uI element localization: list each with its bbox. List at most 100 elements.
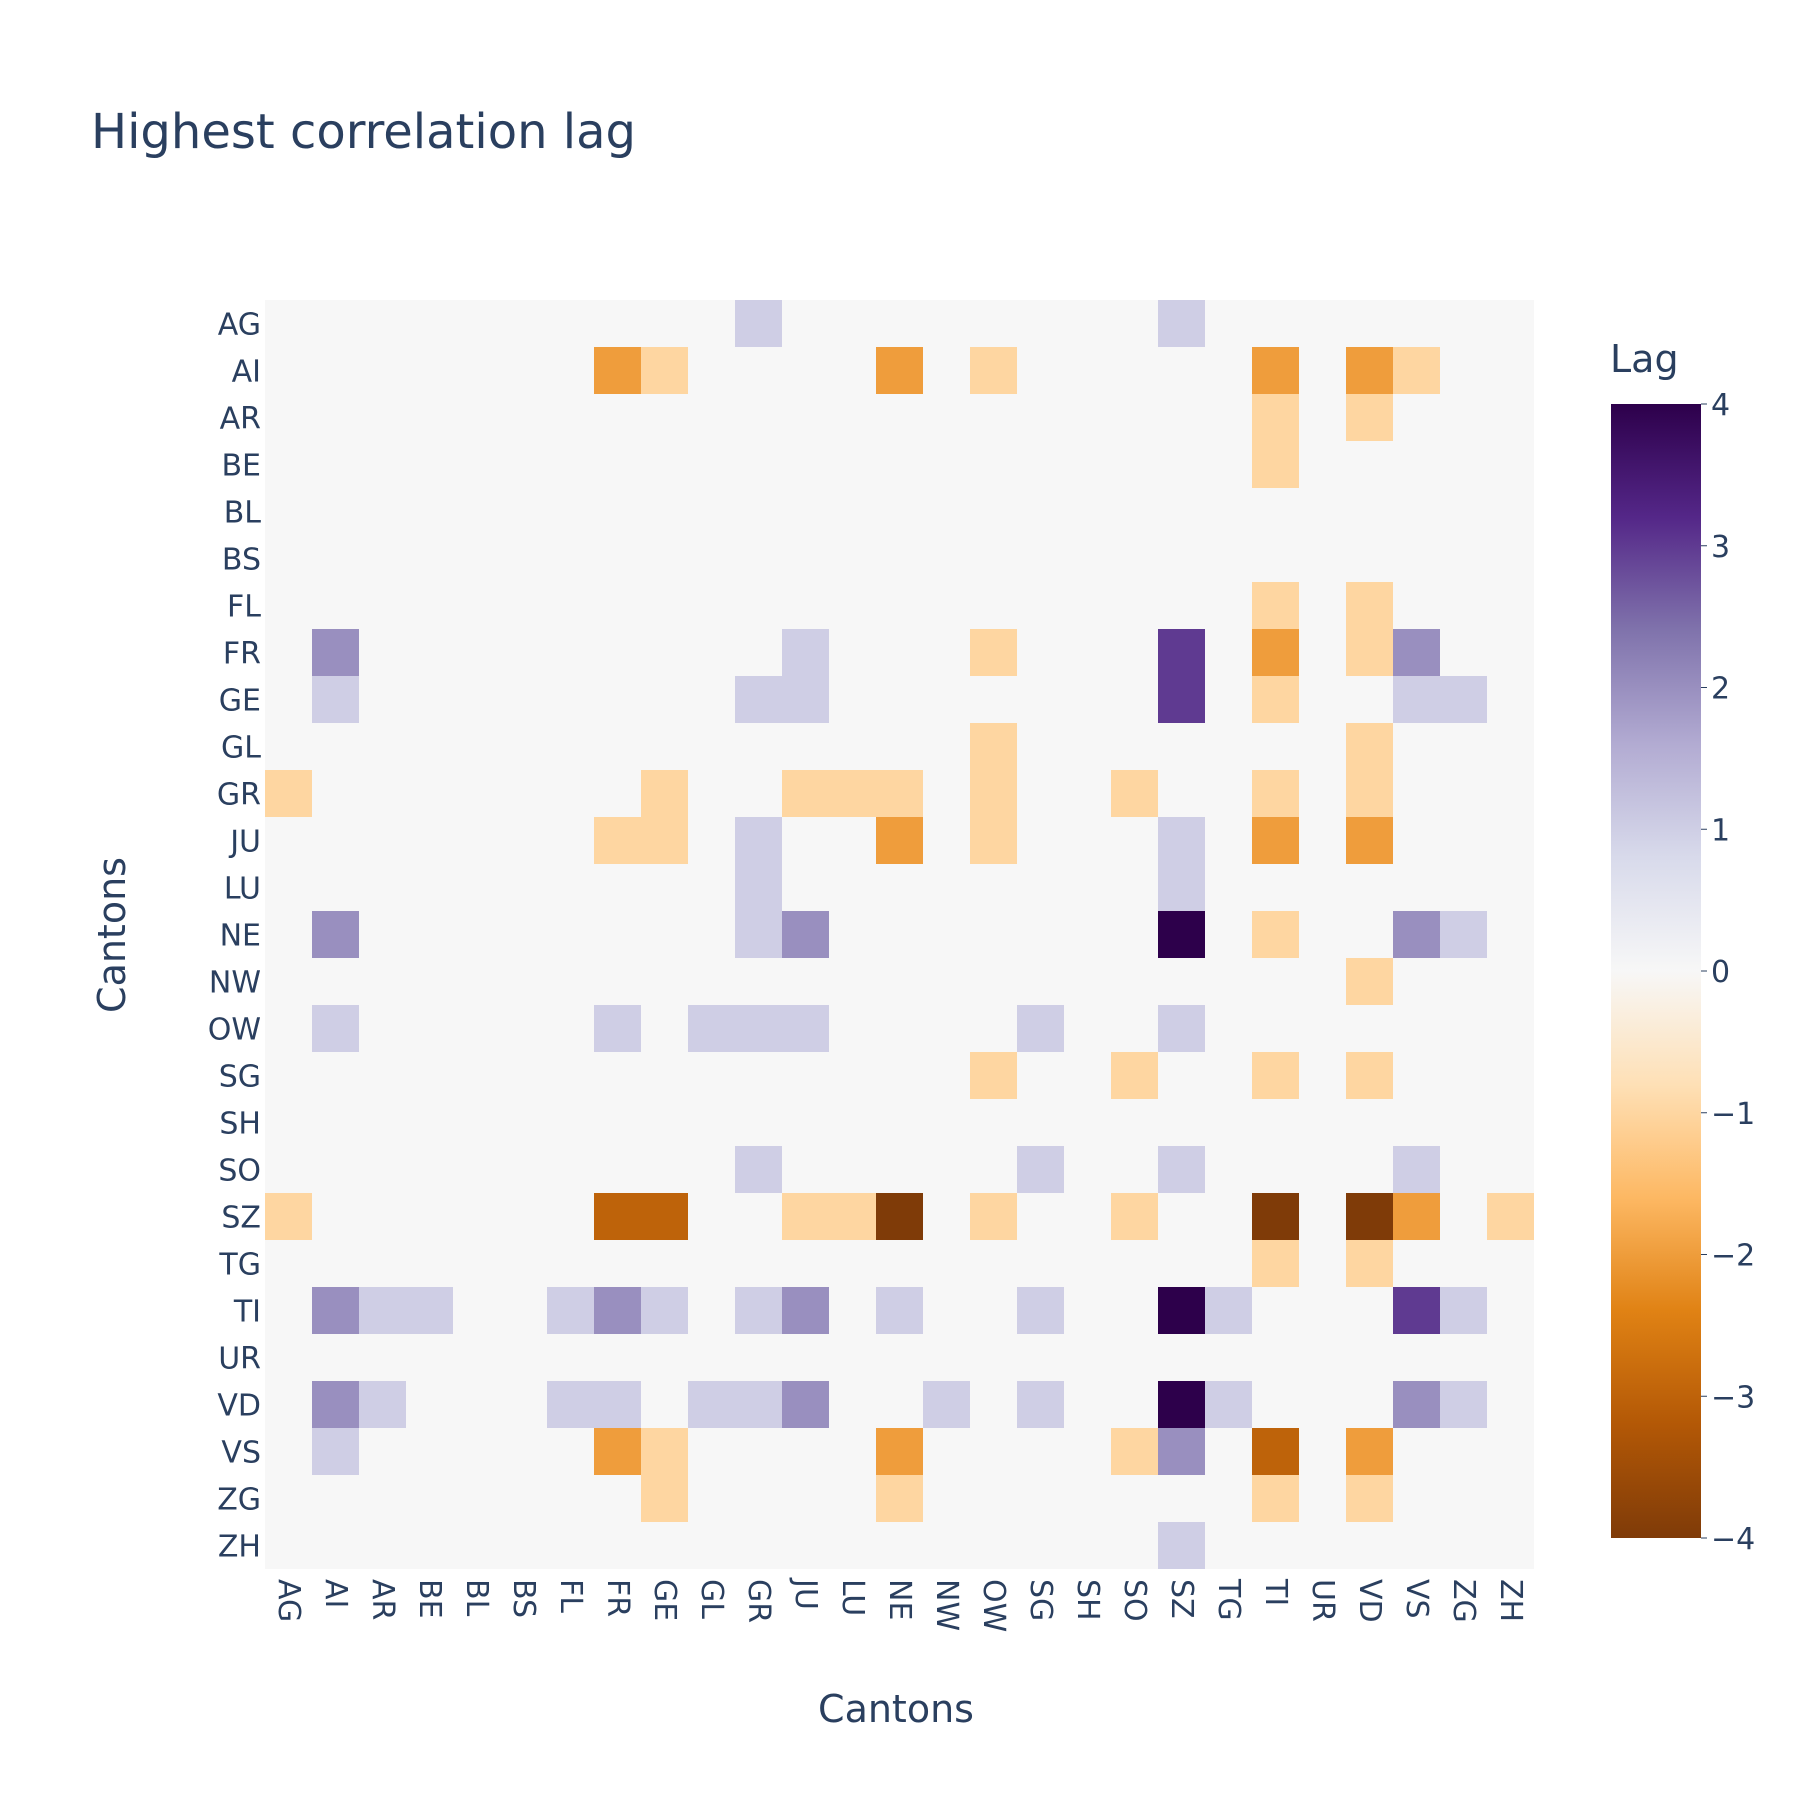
y-tick-label: SH xyxy=(219,1107,261,1142)
x-tick-label: AG xyxy=(271,1579,306,1622)
heatmap-cell xyxy=(876,1428,923,1475)
heatmap-cell xyxy=(735,1381,782,1428)
heatmap-cell xyxy=(1111,770,1158,817)
heatmap-cell xyxy=(1158,300,1205,347)
heatmap-cell xyxy=(1252,582,1299,629)
colorbar-tick-label: 0 xyxy=(1711,955,1730,990)
heatmap-cell xyxy=(1252,1052,1299,1099)
plot-background xyxy=(265,300,1534,1569)
chart-title: Highest correlation lag xyxy=(91,104,636,160)
heatmap-cell xyxy=(1252,770,1299,817)
heatmap-cell xyxy=(735,1287,782,1334)
y-tick-label: VD xyxy=(217,1389,261,1424)
heatmap-cell xyxy=(735,300,782,347)
x-tick-label: LU xyxy=(835,1579,870,1616)
heatmap-cell xyxy=(312,1287,359,1334)
x-tick-label: FR xyxy=(600,1579,635,1617)
heatmap-cell xyxy=(594,1428,641,1475)
heatmap-cell xyxy=(1346,394,1393,441)
y-tick-label: AI xyxy=(232,355,261,390)
colorbar-title: Lag xyxy=(1610,337,1679,381)
heatmap-cell xyxy=(1487,1193,1534,1240)
y-tick-label: BL xyxy=(224,496,262,531)
y-tick-label: SG xyxy=(219,1060,261,1095)
heatmap-cell xyxy=(1158,1005,1205,1052)
heatmap-cell xyxy=(1252,676,1299,723)
x-axis-title: Cantons xyxy=(818,1687,974,1731)
heatmap-cell xyxy=(970,817,1017,864)
plot-area xyxy=(265,300,1534,1569)
heatmap-cell xyxy=(406,1287,453,1334)
heatmap-cell xyxy=(970,770,1017,817)
colorbar-tick-label: 1 xyxy=(1711,813,1730,848)
x-tick-label: GE xyxy=(647,1579,682,1621)
heatmap-cell xyxy=(876,1287,923,1334)
x-tick-label: NW xyxy=(929,1579,964,1631)
heatmap-cell xyxy=(1393,1146,1440,1193)
x-tick-label: AR xyxy=(365,1579,400,1620)
heatmap-cell xyxy=(1017,1287,1064,1334)
heatmap-cell xyxy=(641,1287,688,1334)
colorbar-tick-label: 3 xyxy=(1711,530,1730,565)
colorbar-gradient xyxy=(1611,404,1701,1538)
heatmap-cell xyxy=(970,723,1017,770)
heatmap-cell xyxy=(1346,723,1393,770)
y-tick-label: SZ xyxy=(221,1201,261,1236)
heatmap-cell xyxy=(876,770,923,817)
heatmap-cell xyxy=(312,1381,359,1428)
x-tick-label: UR xyxy=(1305,1579,1340,1622)
heatmap-cell xyxy=(1393,911,1440,958)
heatmap-cell xyxy=(782,629,829,676)
y-tick-label: NW xyxy=(209,966,261,1001)
heatmap-cell xyxy=(1393,1193,1440,1240)
heatmap-cell xyxy=(359,1287,406,1334)
colorbar-tick-label: 2 xyxy=(1711,672,1730,707)
heatmap-cell xyxy=(1252,394,1299,441)
heatmap-cell xyxy=(1158,1146,1205,1193)
y-tick-label: ZG xyxy=(217,1483,261,1518)
y-tick-label: FL xyxy=(227,590,261,625)
heatmap-cell xyxy=(1346,1428,1393,1475)
y-tick-label: VS xyxy=(221,1436,261,1471)
heatmap-cell xyxy=(641,770,688,817)
heatmap-cell xyxy=(1440,1287,1487,1334)
y-tick-label: AR xyxy=(220,402,261,437)
heatmap-cell xyxy=(1158,1522,1205,1569)
heatmap-cell xyxy=(688,1381,735,1428)
colorbar-tick-label: −4 xyxy=(1711,1522,1755,1557)
colorbar: Lag 4 3 2 1 0 −1 −2 −3 −4 xyxy=(1610,337,1755,1557)
heatmap-cell xyxy=(1252,441,1299,488)
x-tick-label: GR xyxy=(741,1579,776,1623)
heatmap-cell xyxy=(1111,1193,1158,1240)
heatmap-cell xyxy=(1017,1005,1064,1052)
heatmap-cell xyxy=(1158,911,1205,958)
x-tick-label: FL xyxy=(553,1579,588,1613)
heatmap-cell xyxy=(970,1052,1017,1099)
heatmap-cell xyxy=(1393,347,1440,394)
y-tick-label: BE xyxy=(221,449,261,484)
y-tick-label: OW xyxy=(208,1013,261,1048)
heatmap-cell xyxy=(1017,1381,1064,1428)
y-tick-label: NE xyxy=(220,919,261,954)
heatmap-cell xyxy=(1346,1193,1393,1240)
heatmap-cell xyxy=(782,1005,829,1052)
heatmap-cell xyxy=(312,676,359,723)
heatmap-cell xyxy=(735,676,782,723)
heatmap-cell xyxy=(1252,817,1299,864)
heatmap-cell xyxy=(829,770,876,817)
heatmap-cell xyxy=(1393,1381,1440,1428)
heatmap-cell xyxy=(1346,958,1393,1005)
heatmap-cell xyxy=(829,1193,876,1240)
heatmap-cell xyxy=(1205,1287,1252,1334)
y-tick-label: GR xyxy=(217,778,261,813)
heatmap-cell xyxy=(1346,582,1393,629)
heatmap-cell xyxy=(312,1428,359,1475)
heatmap-cell xyxy=(359,1381,406,1428)
x-tick-label: OW xyxy=(976,1579,1011,1632)
heatmap-cell xyxy=(641,1475,688,1522)
heatmap-cell xyxy=(970,629,1017,676)
x-tick-label: SO xyxy=(1117,1579,1152,1622)
heatmap-cell xyxy=(1158,864,1205,911)
y-tick-label: AG xyxy=(218,308,261,343)
